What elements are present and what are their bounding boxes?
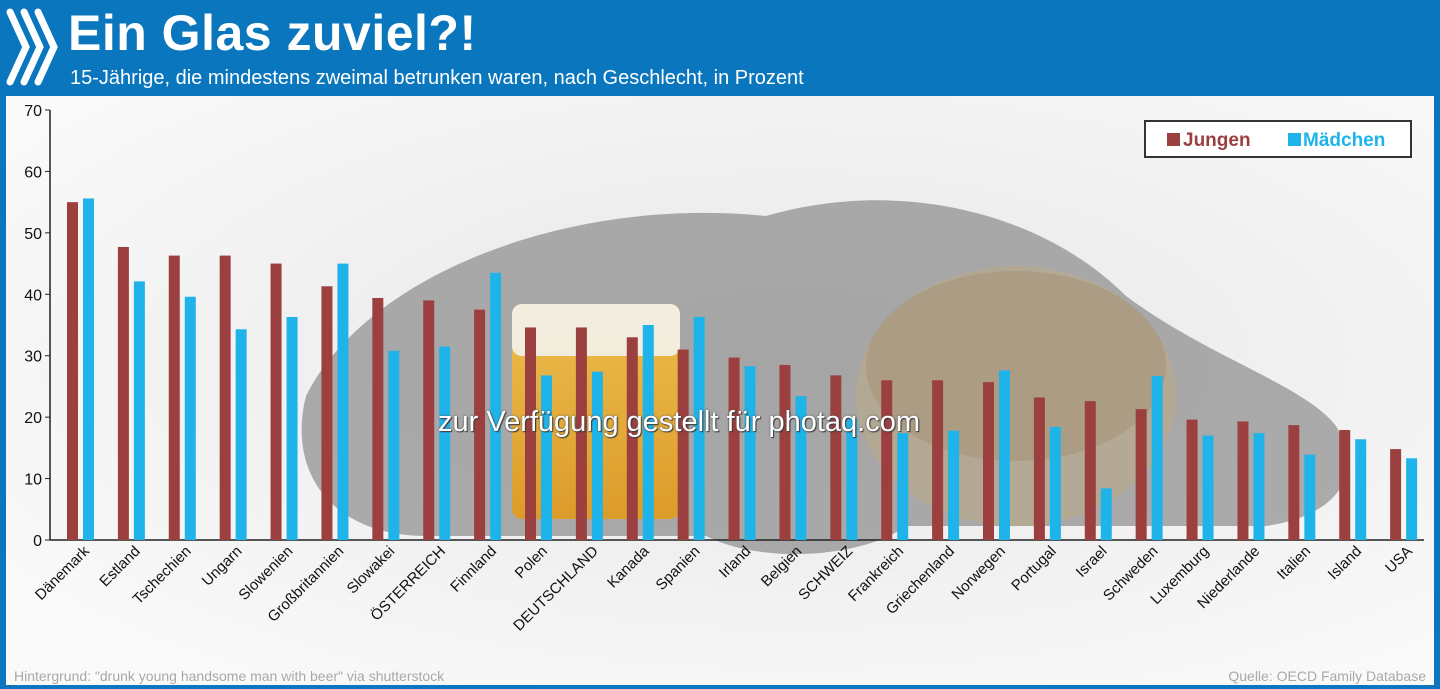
- y-tick-label: 20: [24, 410, 42, 427]
- bar-maedchen: [541, 375, 552, 540]
- bar-maedchen: [591, 371, 603, 540]
- y-tick-label: 50: [24, 226, 42, 243]
- bar-jungen: [983, 382, 994, 540]
- bar-jungen: [219, 255, 231, 541]
- y-tick-label: 70: [24, 103, 42, 120]
- bar-jungen: [779, 364, 791, 540]
- bar-maedchen: [744, 366, 756, 540]
- bar-jungen: [423, 300, 435, 540]
- bar-maedchen: [490, 272, 502, 540]
- bar-jungen: [168, 255, 180, 541]
- bar-maedchen: [999, 370, 1010, 540]
- bar-maedchen: [388, 350, 400, 540]
- bar-maedchen: [642, 325, 654, 540]
- bar-maedchen: [184, 296, 196, 540]
- chart-panel: 0 10 20 30 40 50 60 70 Dänemark Estland Tschechie…: [6, 96, 1434, 685]
- bar-jungen: [1390, 449, 1402, 540]
- y-tick-label: 40: [24, 287, 42, 304]
- legend: Jungen Mädchen: [1144, 120, 1412, 158]
- bar-maedchen: [439, 346, 451, 540]
- bar-jungen: [626, 337, 638, 540]
- bar-jungen: [677, 349, 689, 540]
- bar-jungen: [525, 327, 536, 540]
- page-title: Ein Glas zuviel?!: [68, 5, 477, 61]
- bar-maedchen: [1355, 439, 1367, 540]
- legend-label-maedchen: Mädchen: [1303, 130, 1385, 151]
- bar-jungen: [1135, 409, 1147, 540]
- bar-jungen: [1237, 421, 1249, 540]
- bar-maedchen: [337, 263, 349, 540]
- bar-jungen: [270, 263, 282, 540]
- page-subtitle: 15-Jährige, die mindestens zweimal betru…: [70, 67, 804, 89]
- bar-maedchen: [1304, 454, 1316, 540]
- header-bar: Ein Glas zuviel?! 15-Jährige, die mindes…: [0, 0, 1440, 96]
- bar-jungen: [1288, 425, 1300, 540]
- bar-maedchen: [795, 396, 807, 540]
- bar-maedchen: [948, 430, 960, 540]
- bar-jungen: [321, 286, 333, 540]
- legend-swatch-maedchen: [1288, 133, 1301, 146]
- bar-maedchen: [133, 281, 145, 540]
- bar-maedchen: [83, 198, 94, 540]
- bar-maedchen: [1100, 488, 1112, 540]
- watermark: zur Verfügung gestellt für photaq.com: [438, 406, 921, 438]
- bar-maedchen: [1202, 435, 1214, 540]
- bar-jungen: [575, 327, 587, 540]
- bar-jungen: [830, 375, 842, 540]
- bar-jungen: [1033, 397, 1045, 540]
- chart-bars: [67, 198, 1418, 541]
- oecd-logo-icon: [6, 8, 58, 86]
- legend-swatch-jungen: [1167, 133, 1180, 146]
- image-credit: Hintergrund: "drunk young handsome man w…: [14, 668, 445, 684]
- y-tick-label: 0: [33, 533, 42, 550]
- legend-label-jungen: Jungen: [1183, 130, 1251, 151]
- bar-maedchen: [897, 433, 909, 540]
- y-tick-label: 60: [24, 164, 42, 181]
- bar-jungen: [372, 297, 384, 540]
- bar-jungen: [67, 202, 78, 540]
- bar-jungen: [881, 380, 893, 540]
- bar-maedchen: [1049, 426, 1061, 540]
- legend-box: [1144, 120, 1412, 158]
- bar-maedchen: [846, 418, 858, 540]
- bar-jungen: [728, 357, 740, 540]
- y-tick-label: 10: [24, 472, 42, 489]
- bar-jungen: [117, 246, 129, 540]
- bar-maedchen: [1151, 375, 1163, 540]
- source-note: Quelle: OECD Family Database: [1228, 668, 1426, 684]
- bar-maedchen: [693, 317, 705, 540]
- bar-jungen: [1186, 419, 1198, 540]
- bar-maedchen: [1406, 458, 1418, 540]
- bar-maedchen: [1253, 433, 1265, 540]
- bar-maedchen: [286, 317, 298, 540]
- bar-jungen: [1084, 401, 1096, 540]
- bar-jungen: [1339, 430, 1351, 540]
- bar-jungen: [932, 380, 944, 540]
- bar-jungen: [474, 309, 486, 540]
- bar-maedchen: [235, 329, 247, 540]
- y-tick-label: 30: [24, 349, 42, 366]
